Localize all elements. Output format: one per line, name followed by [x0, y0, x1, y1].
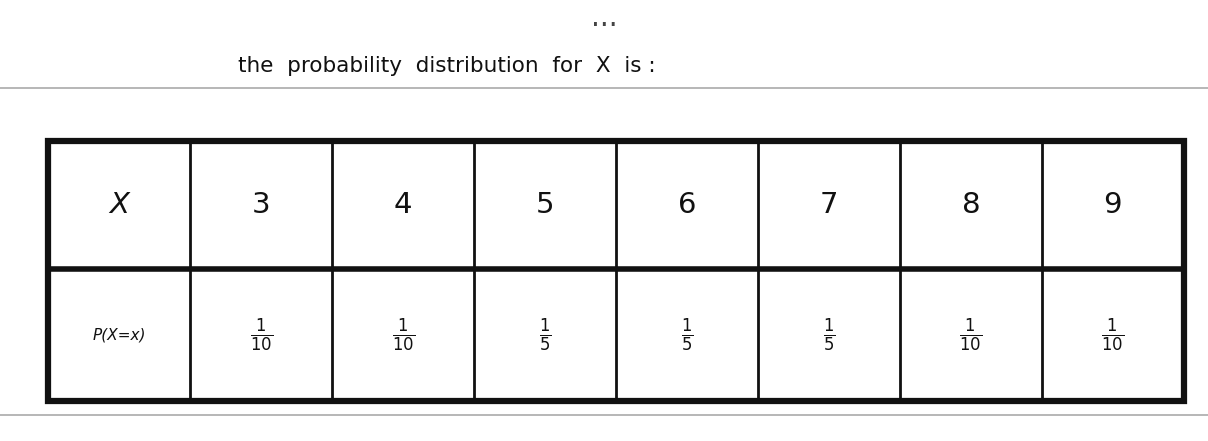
Bar — [48, 141, 1184, 401]
Text: $\frac{1}{10}$: $\frac{1}{10}$ — [391, 317, 414, 354]
Text: 8: 8 — [962, 191, 980, 219]
Text: X: X — [109, 191, 129, 219]
Text: 5: 5 — [536, 191, 554, 219]
Text: $\frac{1}{10}$: $\frac{1}{10}$ — [1102, 317, 1125, 354]
Text: $\frac{1}{10}$: $\frac{1}{10}$ — [959, 317, 982, 354]
Text: P(X=x): P(X=x) — [93, 328, 146, 343]
Text: $\frac{1}{10}$: $\frac{1}{10}$ — [250, 317, 273, 354]
Text: 6: 6 — [678, 191, 696, 219]
Text: 9: 9 — [1104, 191, 1122, 219]
Text: $\frac{1}{5}$: $\frac{1}{5}$ — [823, 317, 835, 354]
Bar — [48, 141, 1184, 401]
Text: ...: ... — [591, 4, 617, 32]
Text: 4: 4 — [394, 191, 412, 219]
Text: 3: 3 — [252, 191, 271, 219]
Text: $\frac{1}{5}$: $\frac{1}{5}$ — [681, 317, 693, 354]
Text: the  probability  distribution  for  X  is :: the probability distribution for X is : — [238, 56, 656, 76]
Text: 7: 7 — [820, 191, 838, 219]
Text: $\frac{1}{5}$: $\frac{1}{5}$ — [539, 317, 551, 354]
